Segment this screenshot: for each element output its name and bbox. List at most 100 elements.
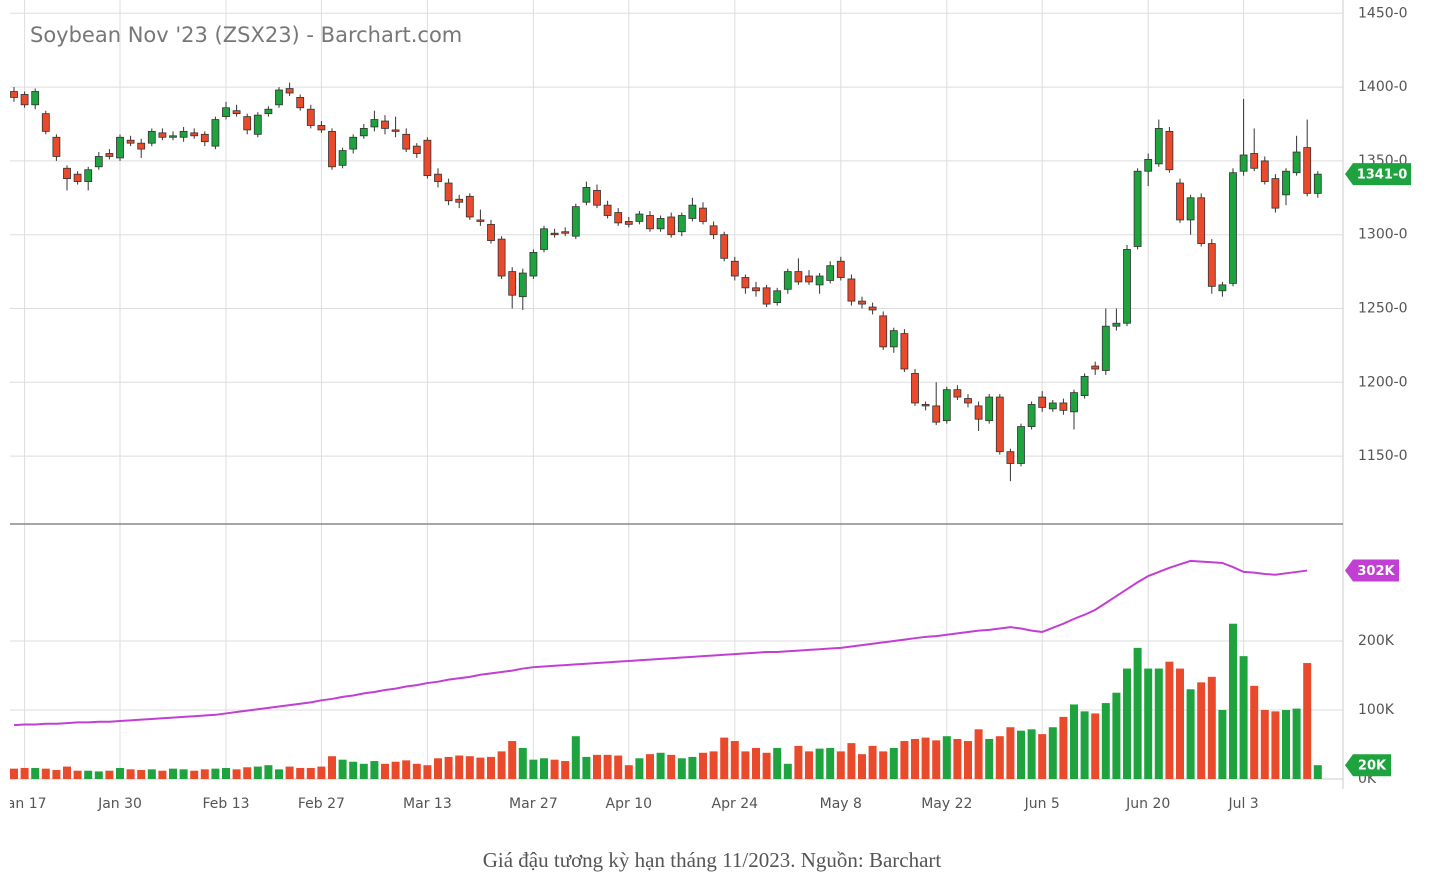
- candle-body: [667, 216, 676, 236]
- candle-body: [826, 265, 835, 281]
- volume-bar: [487, 756, 495, 779]
- volume-bar: [826, 747, 835, 779]
- candle-body: [328, 130, 336, 168]
- candle-body: [296, 97, 305, 109]
- volume-bar: [911, 738, 919, 779]
- volume-bar: [932, 740, 941, 779]
- volume-bar: [720, 737, 729, 779]
- volume-bar: [84, 770, 93, 779]
- chart-title: Soybean Nov '23 (ZSX23) - Barchart.com: [30, 23, 462, 47]
- volume-bar: [10, 768, 18, 779]
- volume-bar: [1027, 729, 1036, 779]
- volume-bar: [73, 770, 82, 779]
- candle-body: [783, 271, 792, 290]
- volume-bar: [836, 751, 845, 779]
- candle-body: [179, 130, 188, 138]
- candle-body: [709, 225, 718, 236]
- volume-bar: [561, 761, 570, 779]
- volume-bar: [518, 747, 527, 779]
- volume-bar: [942, 736, 951, 779]
- candle-body: [1229, 172, 1237, 284]
- volume-bar: [423, 765, 432, 779]
- candle-body: [338, 150, 347, 166]
- volume-bar: [147, 769, 156, 779]
- candle-body: [359, 128, 368, 137]
- candle-body: [1038, 396, 1047, 408]
- candle-body: [561, 231, 570, 234]
- volume-bar: [1282, 709, 1290, 779]
- candle-body: [1313, 173, 1322, 194]
- x-tick-label: Apr 10: [606, 796, 652, 812]
- candle-body: [911, 373, 919, 404]
- volume-bar: [550, 759, 559, 779]
- volume-bar: [1133, 647, 1142, 779]
- volume-bar: [1292, 708, 1301, 779]
- candle-body: [169, 135, 177, 138]
- volume-bar: [1154, 668, 1163, 779]
- volume-bar: [752, 747, 760, 779]
- candle-body: [211, 119, 220, 147]
- candle-body: [720, 234, 729, 259]
- candle-body: [1197, 197, 1206, 244]
- candle-body: [868, 306, 877, 311]
- volume-bar: [1038, 734, 1047, 779]
- volume-bar: [359, 763, 368, 779]
- candle-body: [1303, 147, 1312, 194]
- volume-bar: [338, 759, 347, 779]
- volume-bar: [222, 767, 230, 779]
- candle-body: [1282, 170, 1290, 196]
- y-tick-label: 1450-0: [1358, 5, 1408, 21]
- volume-bar: [730, 741, 739, 779]
- volume-bar: [603, 754, 612, 779]
- candle-body: [253, 114, 262, 135]
- volume-bar: [434, 758, 442, 779]
- candle-body: [1059, 402, 1068, 411]
- y-tick-label: 1300-0: [1358, 227, 1408, 243]
- candle-body: [571, 206, 580, 237]
- candle-body: [889, 330, 898, 348]
- volume-bar: [455, 755, 464, 779]
- volume-tag-bg: [1345, 754, 1391, 777]
- volume-bar: [985, 738, 994, 779]
- volume-bar: [953, 738, 962, 779]
- candle-body: [964, 398, 972, 404]
- y-tick-label: 100K: [1358, 702, 1395, 718]
- volume-bar: [391, 761, 400, 779]
- candle-body: [20, 94, 29, 106]
- volume-bar: [773, 747, 782, 779]
- volume-bar: [169, 768, 177, 779]
- candle-body: [921, 404, 930, 407]
- volume-bar: [699, 752, 707, 779]
- candle-body: [646, 215, 654, 230]
- candle-body: [614, 212, 623, 224]
- volume-bar: [540, 758, 548, 779]
- candle-body: [932, 405, 941, 423]
- candle-body: [1165, 130, 1174, 171]
- volume-bar: [190, 770, 199, 779]
- candle-body: [1091, 365, 1100, 370]
- volume-bar: [179, 769, 188, 779]
- volume-bar: [63, 766, 71, 779]
- candle-body: [540, 228, 548, 250]
- candle-body: [529, 252, 538, 277]
- candle-body: [52, 136, 61, 157]
- candle-body: [985, 396, 994, 422]
- candle-body: [656, 218, 665, 230]
- candle-body: [1218, 284, 1227, 292]
- candle-body: [137, 142, 146, 150]
- volume-bar: [614, 755, 623, 779]
- volume-bar: [582, 756, 591, 779]
- candle-body: [41, 113, 50, 132]
- volume-bar: [476, 757, 485, 779]
- candle-body: [603, 204, 612, 216]
- candle-body: [10, 91, 18, 98]
- candle-body: [953, 389, 962, 398]
- candle-body: [900, 333, 909, 370]
- candle-body: [1133, 170, 1142, 247]
- candle-body: [116, 136, 124, 159]
- candle-body: [879, 315, 888, 348]
- volume-bar: [285, 766, 294, 779]
- volume-bar: [1006, 727, 1015, 779]
